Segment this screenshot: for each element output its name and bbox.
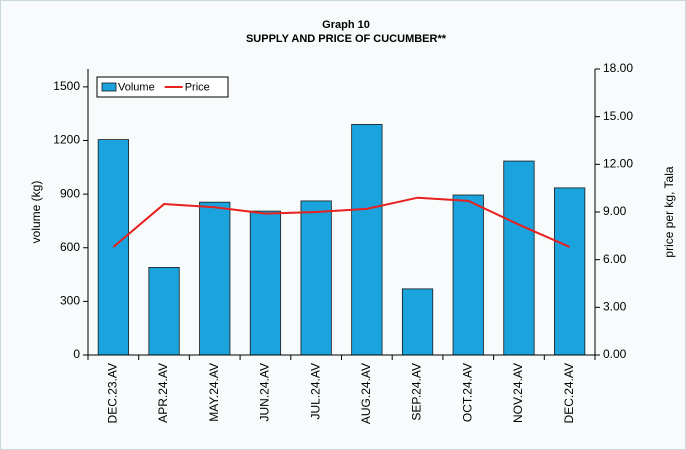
bar bbox=[300, 200, 332, 356]
bar bbox=[503, 160, 535, 356]
y2-tick-label: 3.00 bbox=[603, 300, 627, 314]
x-tick-label: APR.24.AV bbox=[156, 363, 170, 423]
x-tick-label: SEP.24.AV bbox=[410, 363, 424, 421]
y-tick-label: 900 bbox=[60, 186, 80, 200]
y2-tick-label: 12.00 bbox=[603, 157, 633, 171]
y2-tick-label: 15.00 bbox=[603, 109, 633, 123]
x-tick-label: OCT.24.AV bbox=[460, 363, 474, 422]
y-tick-label: 0 bbox=[73, 347, 80, 361]
bar bbox=[452, 194, 484, 356]
y2-tick-label: 18.00 bbox=[603, 61, 633, 75]
x-tick-label: DEC.24.AV bbox=[562, 363, 576, 423]
legend-label: Volume bbox=[118, 81, 155, 93]
x-tick-label: DEC.23.AV bbox=[106, 363, 120, 423]
chart-subtitle: SUPPLY AND PRICE OF CUCUMBER** bbox=[246, 33, 447, 45]
legend-box bbox=[96, 76, 229, 98]
bar bbox=[401, 288, 434, 356]
bar bbox=[351, 124, 383, 356]
y2-axis-label: price per kg, Tala bbox=[662, 166, 676, 257]
y2-tick-label: 0.00 bbox=[603, 347, 627, 361]
price-line bbox=[112, 196, 571, 248]
bar bbox=[554, 187, 586, 356]
x-tick-label: AUG.24.AV bbox=[359, 363, 373, 424]
bar bbox=[199, 201, 231, 356]
y-tick-label: 1500 bbox=[53, 79, 80, 93]
x-tick-label: MAY.24.AV bbox=[207, 363, 221, 422]
y-tick-label: 1200 bbox=[53, 133, 80, 147]
x-tick-label: NOV.24.AV bbox=[511, 363, 525, 423]
chart-title: Graph 10 bbox=[322, 19, 370, 31]
legend-label: Price bbox=[185, 81, 210, 93]
bar bbox=[97, 139, 129, 356]
bar bbox=[148, 267, 180, 356]
y-tick-label: 600 bbox=[60, 240, 80, 254]
y-axis-label: volume (kg) bbox=[29, 181, 43, 244]
y-tick-label: 300 bbox=[60, 294, 80, 308]
y2-tick-label: 9.00 bbox=[603, 204, 627, 218]
x-tick-label: JUL.24.AV bbox=[308, 363, 322, 419]
x-tick-label: JUN.24.AV bbox=[258, 363, 272, 421]
y2-tick-label: 6.00 bbox=[603, 252, 627, 266]
bar bbox=[249, 210, 282, 356]
legend-swatch bbox=[101, 82, 117, 92]
